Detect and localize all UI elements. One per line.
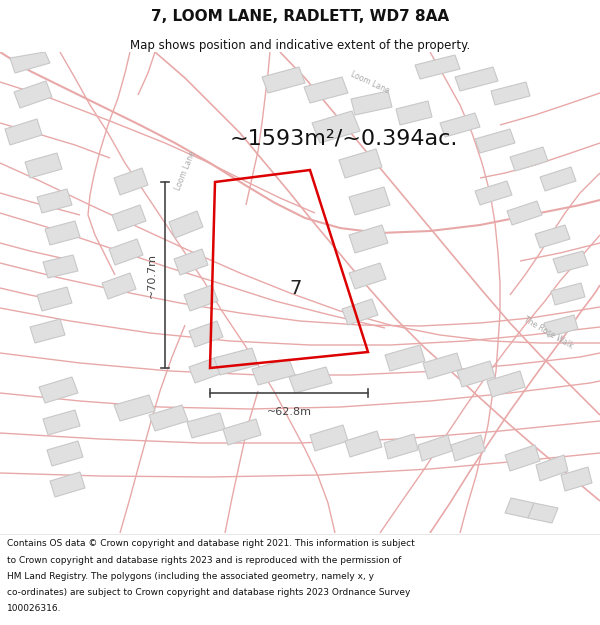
- Polygon shape: [349, 225, 388, 253]
- Polygon shape: [174, 249, 208, 275]
- Text: ~1593m²/~0.394ac.: ~1593m²/~0.394ac.: [230, 128, 458, 148]
- Polygon shape: [114, 395, 155, 421]
- Polygon shape: [184, 285, 218, 311]
- Polygon shape: [536, 455, 568, 481]
- Text: HM Land Registry. The polygons (including the associated geometry, namely x, y: HM Land Registry. The polygons (includin…: [7, 572, 374, 581]
- Polygon shape: [45, 221, 80, 245]
- Polygon shape: [540, 167, 576, 191]
- Polygon shape: [262, 67, 305, 93]
- Polygon shape: [112, 205, 146, 231]
- Polygon shape: [169, 211, 203, 238]
- Text: ~70.7m: ~70.7m: [147, 253, 157, 298]
- Polygon shape: [544, 315, 578, 337]
- Text: 100026316.: 100026316.: [7, 604, 62, 613]
- Polygon shape: [535, 225, 570, 248]
- Polygon shape: [487, 371, 525, 397]
- Text: ~62.8m: ~62.8m: [266, 407, 311, 417]
- Polygon shape: [423, 353, 462, 379]
- Polygon shape: [440, 113, 480, 137]
- Polygon shape: [187, 413, 225, 438]
- Polygon shape: [37, 287, 72, 311]
- Polygon shape: [418, 435, 452, 461]
- Polygon shape: [114, 168, 148, 195]
- Polygon shape: [304, 77, 348, 103]
- Polygon shape: [349, 187, 390, 215]
- Text: to Crown copyright and database rights 2023 and is reproduced with the permissio: to Crown copyright and database rights 2…: [7, 556, 401, 564]
- Polygon shape: [475, 129, 515, 153]
- Polygon shape: [312, 111, 360, 143]
- Polygon shape: [189, 321, 223, 347]
- Polygon shape: [505, 498, 534, 518]
- Polygon shape: [451, 435, 485, 461]
- Polygon shape: [455, 67, 498, 91]
- Polygon shape: [553, 251, 588, 273]
- Polygon shape: [30, 319, 65, 343]
- Text: Loom Lane: Loom Lane: [349, 70, 391, 96]
- Polygon shape: [351, 91, 392, 115]
- Text: 7, LOOM LANE, RADLETT, WD7 8AA: 7, LOOM LANE, RADLETT, WD7 8AA: [151, 9, 449, 24]
- Polygon shape: [491, 82, 530, 105]
- Polygon shape: [102, 273, 136, 299]
- Polygon shape: [339, 149, 382, 178]
- Polygon shape: [505, 445, 540, 471]
- Polygon shape: [50, 472, 85, 497]
- Polygon shape: [37, 189, 72, 213]
- Polygon shape: [14, 81, 52, 108]
- Polygon shape: [10, 52, 50, 73]
- Polygon shape: [43, 410, 80, 435]
- Polygon shape: [214, 348, 258, 375]
- Polygon shape: [551, 283, 585, 305]
- Polygon shape: [39, 377, 78, 403]
- Polygon shape: [43, 255, 78, 278]
- Polygon shape: [510, 147, 548, 171]
- Polygon shape: [345, 431, 382, 457]
- Polygon shape: [342, 299, 378, 325]
- Polygon shape: [475, 181, 512, 205]
- Polygon shape: [415, 55, 460, 79]
- Text: Map shows position and indicative extent of the property.: Map shows position and indicative extent…: [130, 39, 470, 52]
- Polygon shape: [457, 361, 495, 387]
- Polygon shape: [528, 503, 558, 523]
- Text: Loom Lane: Loom Lane: [173, 150, 197, 192]
- Text: The Rose Walk: The Rose Walk: [521, 315, 574, 351]
- Polygon shape: [223, 419, 261, 445]
- Polygon shape: [384, 434, 418, 459]
- Polygon shape: [252, 359, 295, 385]
- Text: Contains OS data © Crown copyright and database right 2021. This information is : Contains OS data © Crown copyright and d…: [7, 539, 415, 549]
- Polygon shape: [47, 441, 83, 466]
- Polygon shape: [310, 425, 348, 451]
- Polygon shape: [149, 405, 188, 431]
- Polygon shape: [189, 357, 223, 383]
- Polygon shape: [289, 367, 332, 393]
- Polygon shape: [25, 153, 62, 178]
- Polygon shape: [561, 467, 592, 491]
- Polygon shape: [349, 263, 386, 289]
- Text: co-ordinates) are subject to Crown copyright and database rights 2023 Ordnance S: co-ordinates) are subject to Crown copyr…: [7, 588, 410, 597]
- Polygon shape: [5, 119, 42, 145]
- Polygon shape: [507, 201, 542, 225]
- Polygon shape: [385, 345, 425, 371]
- Polygon shape: [396, 101, 432, 125]
- Text: 7: 7: [290, 279, 302, 298]
- Polygon shape: [109, 239, 143, 265]
